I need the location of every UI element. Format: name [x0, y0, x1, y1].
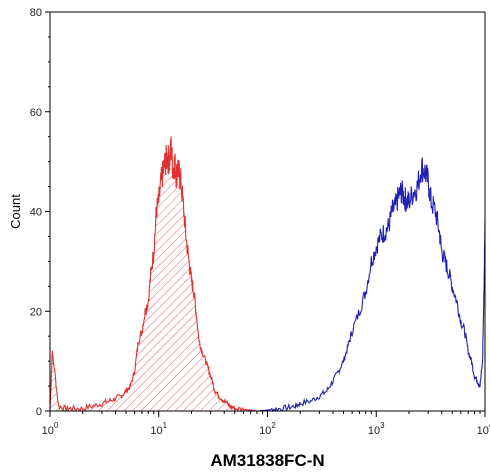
x-tick-label: 103: [368, 421, 385, 437]
y-tick-label: 80: [30, 7, 42, 19]
y-tick-label: 40: [30, 207, 42, 219]
y-axis-title: Count: [8, 194, 23, 229]
series-1-line: [256, 157, 486, 413]
y-tick-label: 0: [36, 406, 42, 418]
y-tick-label: 20: [30, 306, 42, 318]
series-0-line: [49, 136, 258, 413]
x-tick-label: 102: [259, 421, 276, 437]
x-tick-label: 100: [42, 421, 59, 437]
x-tick-label: 101: [150, 421, 167, 437]
series-0-fill: [50, 136, 257, 411]
y-tick-label: 60: [30, 107, 42, 119]
x-axis-title: AM31838FC-N: [210, 451, 324, 470]
x-tick-label: 104: [477, 421, 490, 437]
